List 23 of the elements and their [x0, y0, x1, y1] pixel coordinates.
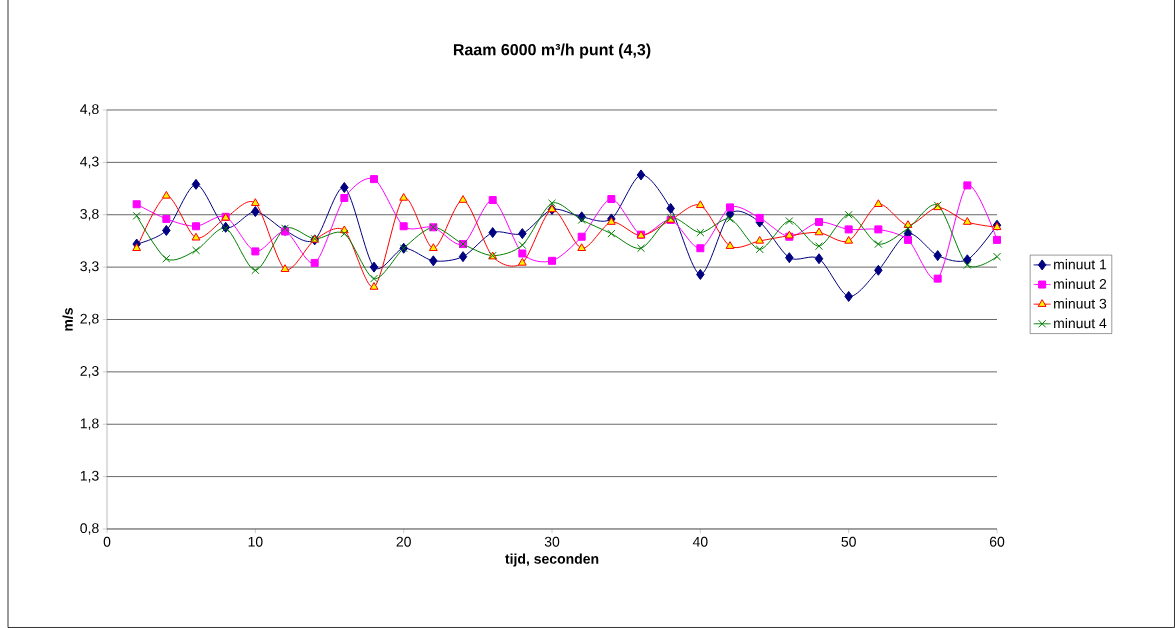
legend-label: minuut 1: [1054, 259, 1107, 270]
y-tick-label: 4,8: [80, 104, 99, 116]
x-axis-title: tijd, seconden: [505, 553, 599, 567]
y-axis-title: m/s: [62, 307, 73, 331]
y-tick-label: 0,8: [80, 523, 99, 535]
y-tick-label: 3,3: [80, 261, 99, 273]
y-tick-label: 3,8: [80, 208, 99, 221]
y-tick-label: 1,3: [80, 470, 99, 483]
x-tick-label: 10: [248, 536, 263, 547]
y-tick-label: 4,3: [80, 156, 99, 169]
x-tick-label: 60: [989, 536, 1005, 547]
y-tick-label: 2,8: [80, 313, 99, 326]
legend-label: minuut 2: [1054, 278, 1107, 289]
y-tick-label: 1,8: [80, 418, 99, 431]
x-tick-label: 30: [544, 536, 560, 547]
chart-title: Raam 6000 m³/h punt (4,3): [453, 43, 651, 59]
x-tick-label: 40: [692, 536, 708, 547]
legend-label: minuut 3: [1054, 298, 1107, 309]
y-tick-label: 2,3: [80, 366, 99, 378]
x-tick-label: 0: [103, 536, 111, 547]
x-tick-label: 50: [841, 536, 856, 547]
legend-label: minuut 4: [1054, 317, 1107, 329]
x-tick-label: 20: [396, 536, 411, 547]
